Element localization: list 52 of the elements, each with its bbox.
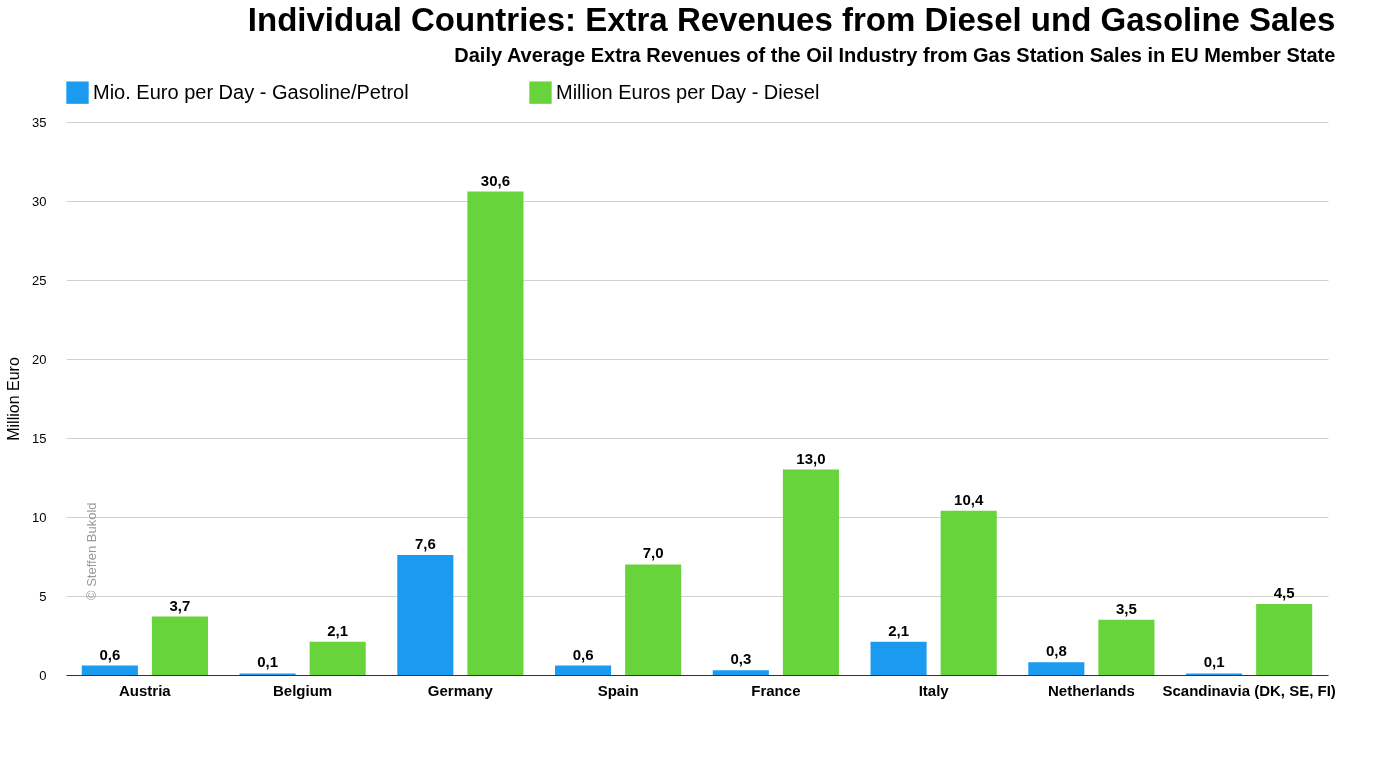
y-tick-label: 5 [39,588,47,604]
annotation: © Steffen Bukold [84,502,99,600]
x-tick-label: Italy [918,681,950,699]
data-label: 0,6 [572,645,594,663]
y-tick-label: 35 [32,114,47,130]
y-tick-label: 0 [39,667,47,683]
bar [397,554,454,675]
data-label: 10,4 [954,490,984,508]
bar [712,670,769,675]
data-label: 3,5 [1116,599,1137,617]
data-label: 7,6 [414,534,436,552]
bar [782,469,839,675]
data-label: 0,1 [1203,653,1225,671]
data-label: 0,1 [257,653,278,671]
data-label: 0,3 [730,650,752,668]
bar [151,616,208,675]
x-tick-label: Germany [427,681,494,699]
data-label: 2,1 [327,621,349,639]
x-tick-label: Belgium [273,681,333,699]
legend-label: Mio. Euro per Day - Gasoline/Petrol [93,80,409,103]
bar [940,510,997,675]
bar [81,665,138,675]
bar [1098,619,1155,675]
y-tick-label: 25 [32,272,47,288]
bar [555,665,612,675]
y-tick-label: 20 [32,351,47,367]
data-label: 7,0 [642,544,664,562]
bar [1256,603,1313,675]
bar [309,641,366,675]
bar [467,191,524,675]
data-label: 13,0 [796,449,826,467]
x-tick-label: Spain [597,681,639,699]
x-tick-label: Scandinavia (DK, SE, FI) [1162,681,1336,699]
chart-title: Individual Countries: Extra Revenues from Diesel und Gasoline Sales [247,1,1336,38]
data-label: 0,6 [99,645,121,663]
legend-label: Million Euros per Day - Diesel [556,80,820,103]
data-label: 0,8 [1045,642,1067,660]
data-label: 2,1 [888,621,909,639]
chart-subtitle: Daily Average Extra Revenues of the Oil Industry from Gas Station Sales in EU Member State [454,44,1336,66]
y-tick-label: 10 [32,509,47,525]
y-tick-label: 15 [32,430,47,446]
y-axis-title: Million Euro [5,357,23,441]
x-tick-label: Netherlands [1048,681,1135,699]
bar [870,641,927,675]
y-tick-label: 30 [32,193,47,209]
data-label: 30,6 [480,171,511,189]
bar [625,564,682,675]
bar [1028,662,1085,675]
data-label: 4,5 [1273,583,1295,601]
x-tick-label: Austria [119,681,172,699]
x-tick-label: France [751,681,801,699]
data-label: 3,7 [169,596,191,614]
